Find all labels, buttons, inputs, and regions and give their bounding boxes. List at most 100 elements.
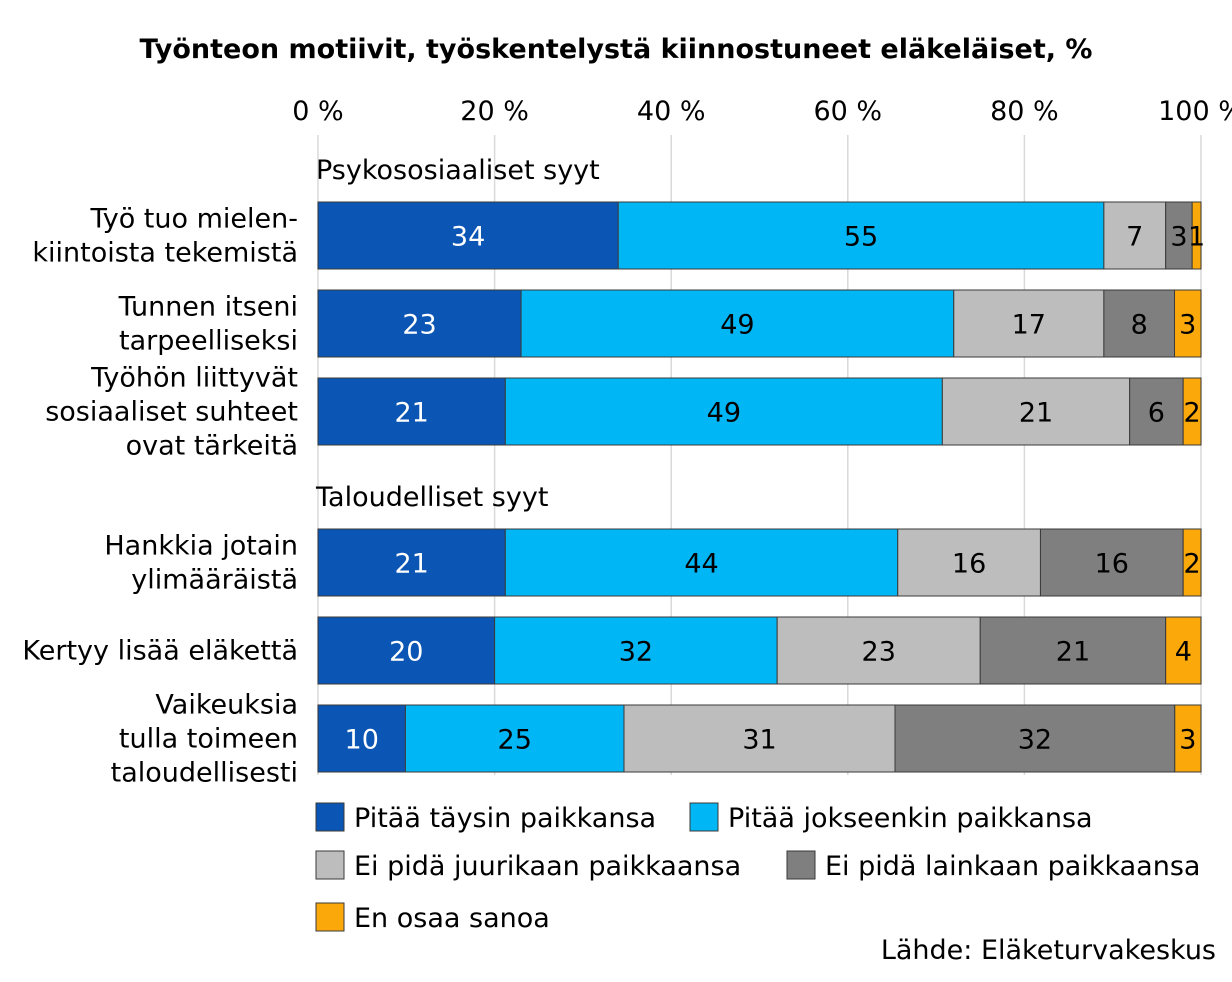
data-label: 2 [1183, 549, 1200, 580]
x-tick-label: 20 % [460, 96, 529, 127]
legend-swatch [315, 850, 345, 880]
data-label: 23 [402, 310, 436, 341]
bar-segment [1174, 289, 1202, 358]
data-label: 21 [1019, 398, 1053, 429]
bar-segment [494, 616, 778, 685]
legend-label: Ei pidä lainkaan paikkaansa [825, 851, 1200, 882]
category-label-line: Vaikeuksia [155, 690, 298, 721]
category-label: Työhön liittyvät sosiaaliset suhteet ovat … [45, 363, 298, 462]
data-label: 16 [1095, 549, 1129, 580]
data-label: 4 [1175, 637, 1192, 668]
legend-item: Pitää jokseenkin paikkansa [689, 802, 1093, 834]
data-label: 21 [394, 549, 428, 580]
legend-swatch [315, 802, 345, 832]
legend-item: Pitää täysin paikkansa [315, 802, 656, 834]
bar-segment [317, 528, 506, 597]
data-label: 8 [1131, 310, 1148, 341]
category-label-line: Hankkia jotain [104, 531, 298, 562]
x-tick-label: 100 % [1158, 96, 1232, 127]
category-label-line: Työ tuo mielen- [89, 204, 298, 235]
data-label: 25 [498, 725, 532, 756]
bar-segment [1129, 377, 1184, 446]
source-note: Lähde: Eläketurvakeskus [881, 935, 1216, 966]
data-label: 49 [720, 310, 754, 341]
category-label-line: tulla toimeen [119, 724, 298, 755]
data-label: 7 [1126, 222, 1143, 253]
data-label: 31 [742, 725, 776, 756]
data-label: 6 [1148, 398, 1165, 429]
data-label: 2 [1183, 398, 1200, 429]
bar-segment [979, 616, 1167, 685]
data-label: 21 [394, 398, 428, 429]
legend-label: Ei pidä juurikaan paikkaansa [354, 851, 741, 882]
group-label: Psykososiaaliset syyt [316, 155, 600, 186]
data-label: 17 [1012, 310, 1046, 341]
data-label: 23 [862, 637, 896, 668]
bar-segment [504, 528, 899, 597]
legend-item: Ei pidä juurikaan paikkaansa [315, 850, 741, 882]
bar-segment [1191, 201, 1202, 270]
bar-segment [1182, 377, 1202, 446]
data-label: 21 [1056, 637, 1090, 668]
data-label: 10 [345, 725, 379, 756]
category-label-line: Työhön liittyvät [90, 363, 298, 394]
data-label: 16 [952, 549, 986, 580]
bar-segment [317, 616, 496, 685]
category-label-line: kiintoista tekemistä [32, 238, 298, 269]
data-label: 3 [1179, 725, 1196, 756]
category-label-line: Tunnen itseni [118, 292, 298, 323]
category-label: Tunnen itseni tarpeelliseksi [118, 292, 298, 357]
chart-title: Työnteon motiivit, työskentelystä kiinno… [140, 34, 1093, 65]
category-label-line: tarpeelliseksi [119, 326, 298, 357]
bar-segment [1182, 528, 1202, 597]
data-label: 44 [684, 549, 718, 580]
legend-label: En osaa sanoa [354, 903, 550, 934]
x-tick-label: 80 % [990, 96, 1059, 127]
bar-segment [897, 528, 1041, 597]
data-label: 49 [707, 398, 741, 429]
legend-swatch [315, 902, 345, 932]
category-label: Työ tuo mielen-kiintoista tekemistä [32, 204, 298, 269]
data-label: 32 [619, 637, 653, 668]
legend-item: En osaa sanoa [315, 902, 550, 934]
bar-segment [1103, 289, 1176, 358]
bar-segment [317, 704, 406, 773]
bar-segment [1165, 616, 1202, 685]
data-label: 3 [1179, 310, 1196, 341]
legend-label: Pitää täysin paikkansa [354, 803, 656, 834]
data-label: 32 [1018, 725, 1052, 756]
legend-swatch [689, 802, 719, 832]
legend-item: Ei pidä lainkaan paikkaansa [786, 850, 1200, 882]
bar-segment [504, 377, 943, 446]
category-label: Kertyy lisää eläkettä [22, 636, 298, 667]
group-label: Taloudelliset syyt [315, 482, 548, 513]
bar-segment [317, 289, 522, 358]
bar-segment [776, 616, 981, 685]
bar-segment [623, 704, 896, 773]
category-label-line: sosiaaliset suhteet [45, 397, 298, 428]
data-label: 55 [844, 222, 878, 253]
bar-segment [317, 377, 506, 446]
bar-segment [1174, 704, 1202, 773]
x-tick-label: 60 % [813, 96, 882, 127]
category-label-line: taloudellisesti [111, 758, 298, 789]
category-label-line: ovat tärkeitä [126, 431, 298, 462]
bar-segment [894, 704, 1176, 773]
category-label-line: ylimääräistä [131, 565, 298, 596]
bar-segment [317, 201, 619, 270]
legend-swatch [786, 850, 816, 880]
bar-segment [404, 704, 625, 773]
data-label: 34 [451, 222, 485, 253]
bar-segment [1165, 201, 1193, 270]
bar-segment [520, 289, 955, 358]
category-label: Vaikeuksia tulla toimeen taloudellisesti [111, 690, 298, 789]
category-label: Hankkia jotain ylimääräistä [104, 531, 298, 596]
bar-segment [941, 377, 1131, 446]
data-label: 3 [1170, 222, 1187, 253]
x-tick-label: 0 % [292, 96, 343, 127]
data-label: 20 [389, 637, 423, 668]
data-label: 1 [1188, 222, 1205, 253]
category-label-line: Kertyy lisää eläkettä [22, 636, 298, 667]
bar-segment [953, 289, 1105, 358]
